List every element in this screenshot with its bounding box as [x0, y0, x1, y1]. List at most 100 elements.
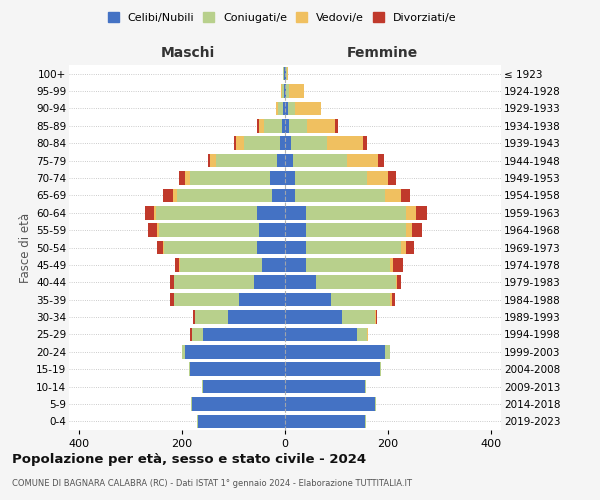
- Bar: [285, 67, 286, 80]
- Y-axis label: Fasce di età: Fasce di età: [19, 212, 32, 282]
- Bar: [175, 258, 179, 272]
- Bar: [175, 293, 239, 306]
- Bar: [305, 240, 401, 254]
- Bar: [291, 136, 327, 150]
- Bar: [179, 171, 185, 185]
- Bar: [195, 310, 229, 324]
- Bar: [257, 119, 259, 132]
- Bar: [285, 293, 331, 306]
- Bar: [259, 119, 265, 132]
- Legend: Celibi/Nubili, Coniugati/e, Vedovi/e, Divorziati/e: Celibi/Nubili, Coniugati/e, Vedovi/e, Di…: [103, 8, 461, 28]
- Bar: [331, 293, 391, 306]
- Bar: [286, 84, 289, 98]
- Bar: [285, 206, 305, 220]
- Bar: [365, 380, 366, 394]
- Bar: [197, 414, 285, 428]
- Bar: [239, 293, 285, 306]
- Bar: [170, 293, 174, 306]
- Bar: [283, 119, 285, 132]
- Bar: [393, 258, 403, 272]
- Bar: [305, 224, 406, 237]
- Bar: [307, 119, 335, 132]
- Bar: [163, 240, 164, 254]
- Bar: [164, 240, 257, 254]
- Bar: [193, 328, 203, 341]
- Bar: [170, 276, 174, 289]
- Bar: [363, 136, 367, 150]
- Bar: [377, 154, 384, 168]
- Bar: [376, 310, 377, 324]
- Bar: [285, 240, 305, 254]
- Bar: [391, 258, 393, 272]
- Bar: [257, 206, 285, 220]
- Bar: [190, 328, 193, 341]
- Bar: [211, 154, 215, 168]
- Bar: [335, 119, 338, 132]
- Bar: [203, 380, 285, 394]
- Bar: [316, 276, 395, 289]
- Bar: [406, 240, 413, 254]
- Bar: [272, 188, 285, 202]
- Bar: [285, 414, 365, 428]
- Bar: [276, 102, 278, 115]
- Bar: [347, 154, 377, 168]
- Bar: [190, 362, 285, 376]
- Bar: [285, 84, 286, 98]
- Bar: [289, 119, 307, 132]
- Text: Maschi: Maschi: [161, 46, 215, 60]
- Text: Femmine: Femmine: [347, 46, 418, 60]
- Bar: [365, 414, 366, 428]
- Bar: [285, 171, 295, 185]
- Bar: [283, 84, 284, 98]
- Bar: [191, 397, 193, 410]
- Bar: [305, 206, 406, 220]
- Bar: [208, 154, 211, 168]
- Bar: [293, 154, 347, 168]
- Bar: [269, 171, 285, 185]
- Bar: [391, 293, 392, 306]
- Bar: [281, 84, 283, 98]
- Bar: [285, 224, 305, 237]
- Bar: [385, 345, 391, 358]
- Bar: [285, 258, 305, 272]
- Bar: [185, 345, 285, 358]
- Bar: [289, 84, 304, 98]
- Bar: [154, 206, 157, 220]
- Bar: [406, 206, 416, 220]
- Bar: [179, 258, 262, 272]
- Bar: [397, 276, 401, 289]
- Bar: [285, 362, 380, 376]
- Bar: [283, 102, 285, 115]
- Bar: [305, 258, 391, 272]
- Bar: [295, 102, 321, 115]
- Bar: [380, 362, 381, 376]
- Bar: [163, 188, 173, 202]
- Bar: [265, 119, 283, 132]
- Bar: [375, 397, 376, 410]
- Bar: [157, 206, 257, 220]
- Bar: [193, 397, 285, 410]
- Bar: [385, 188, 401, 202]
- Bar: [259, 224, 285, 237]
- Bar: [173, 188, 177, 202]
- Bar: [159, 224, 259, 237]
- Bar: [388, 171, 395, 185]
- Bar: [401, 240, 406, 254]
- Text: Popolazione per età, sesso e stato civile - 2024: Popolazione per età, sesso e stato civil…: [12, 452, 366, 466]
- Bar: [401, 188, 410, 202]
- Bar: [284, 67, 285, 80]
- Bar: [229, 310, 285, 324]
- Bar: [185, 171, 190, 185]
- Bar: [193, 310, 195, 324]
- Bar: [295, 171, 367, 185]
- Bar: [287, 102, 295, 115]
- Bar: [190, 171, 269, 185]
- Bar: [341, 310, 375, 324]
- Bar: [233, 136, 236, 150]
- Bar: [244, 136, 280, 150]
- Bar: [182, 345, 185, 358]
- Bar: [277, 154, 285, 168]
- Bar: [285, 136, 291, 150]
- Bar: [203, 328, 285, 341]
- Bar: [357, 328, 367, 341]
